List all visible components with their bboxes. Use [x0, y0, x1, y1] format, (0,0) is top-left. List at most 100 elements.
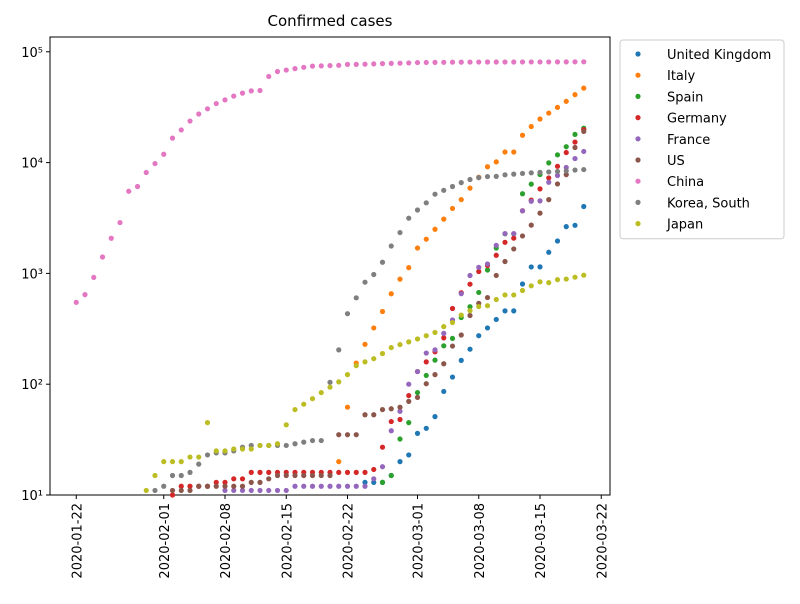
- point: [484, 325, 491, 331]
- point: [371, 356, 377, 362]
- point: [484, 261, 491, 267]
- point: [528, 59, 534, 65]
- point: [239, 483, 246, 489]
- point: [397, 416, 403, 423]
- point: [344, 483, 351, 489]
- point: [511, 59, 517, 65]
- point: [336, 459, 342, 465]
- point: [546, 179, 552, 185]
- point: [309, 437, 316, 444]
- point: [449, 343, 456, 349]
- point: [187, 469, 193, 475]
- point: [563, 144, 569, 150]
- point: [441, 361, 447, 367]
- point: [178, 472, 184, 479]
- legend-label: Italy: [667, 69, 696, 84]
- point: [537, 169, 543, 175]
- point: [108, 235, 114, 241]
- point: [441, 187, 447, 193]
- point: [406, 60, 412, 66]
- point: [406, 265, 412, 271]
- x-tick-label: 2020-03-08: [473, 503, 488, 579]
- point: [362, 479, 368, 485]
- point: [371, 466, 377, 473]
- point: [476, 268, 482, 275]
- point: [414, 245, 421, 251]
- point: [309, 472, 316, 479]
- point: [187, 483, 193, 489]
- point: [432, 414, 438, 420]
- point: [423, 425, 429, 431]
- point: [537, 186, 543, 192]
- point: [178, 487, 184, 494]
- point: [467, 308, 473, 314]
- point: [266, 73, 272, 80]
- point: [283, 487, 289, 494]
- point: [441, 324, 447, 330]
- point: [397, 341, 403, 348]
- point: [441, 330, 447, 336]
- point: [519, 281, 526, 287]
- point: [283, 422, 289, 428]
- point: [493, 59, 499, 65]
- point: [266, 469, 272, 475]
- point: [432, 226, 438, 232]
- point: [301, 439, 307, 445]
- point: [414, 394, 421, 401]
- point: [458, 312, 464, 318]
- point: [196, 111, 202, 117]
- legend-marker: [635, 51, 641, 57]
- point: [467, 281, 473, 287]
- point: [231, 93, 237, 99]
- point: [519, 208, 526, 214]
- point: [379, 444, 386, 450]
- point: [397, 436, 403, 442]
- point: [572, 167, 578, 173]
- point: [502, 258, 508, 265]
- series: [169, 127, 587, 498]
- point: [502, 239, 508, 245]
- point: [511, 308, 517, 314]
- point: [283, 472, 289, 479]
- point: [406, 381, 412, 387]
- point: [572, 139, 578, 145]
- point: [327, 472, 333, 479]
- point: [371, 412, 377, 418]
- point: [169, 459, 176, 465]
- point: [362, 469, 368, 475]
- point: [196, 483, 202, 489]
- point: [449, 319, 456, 326]
- legend-label: Japan: [666, 218, 703, 233]
- point: [519, 132, 526, 138]
- point: [353, 469, 359, 475]
- point: [239, 476, 246, 482]
- y-tick-label: 10²: [21, 378, 43, 393]
- x-tick-label: 2020-03-15: [534, 503, 549, 579]
- point: [388, 344, 394, 351]
- point: [362, 359, 368, 365]
- point: [152, 160, 158, 167]
- point: [563, 172, 569, 178]
- legend-label: United Kingdom: [667, 48, 771, 63]
- legend-label: US: [667, 154, 685, 169]
- point: [379, 259, 386, 265]
- point: [213, 479, 219, 485]
- series: [169, 128, 587, 494]
- point: [476, 333, 482, 339]
- point: [239, 487, 246, 494]
- point: [388, 418, 394, 425]
- point: [336, 62, 342, 68]
- point: [528, 283, 534, 289]
- point: [572, 155, 578, 162]
- point: [309, 396, 316, 402]
- point: [511, 230, 517, 237]
- point: [423, 236, 429, 242]
- point: [406, 398, 412, 404]
- point: [546, 59, 552, 65]
- point: [476, 264, 482, 270]
- point: [493, 242, 499, 248]
- point: [423, 200, 429, 206]
- x-tick-label: 2020-01-22: [70, 503, 85, 579]
- point: [581, 203, 587, 210]
- point: [187, 487, 193, 494]
